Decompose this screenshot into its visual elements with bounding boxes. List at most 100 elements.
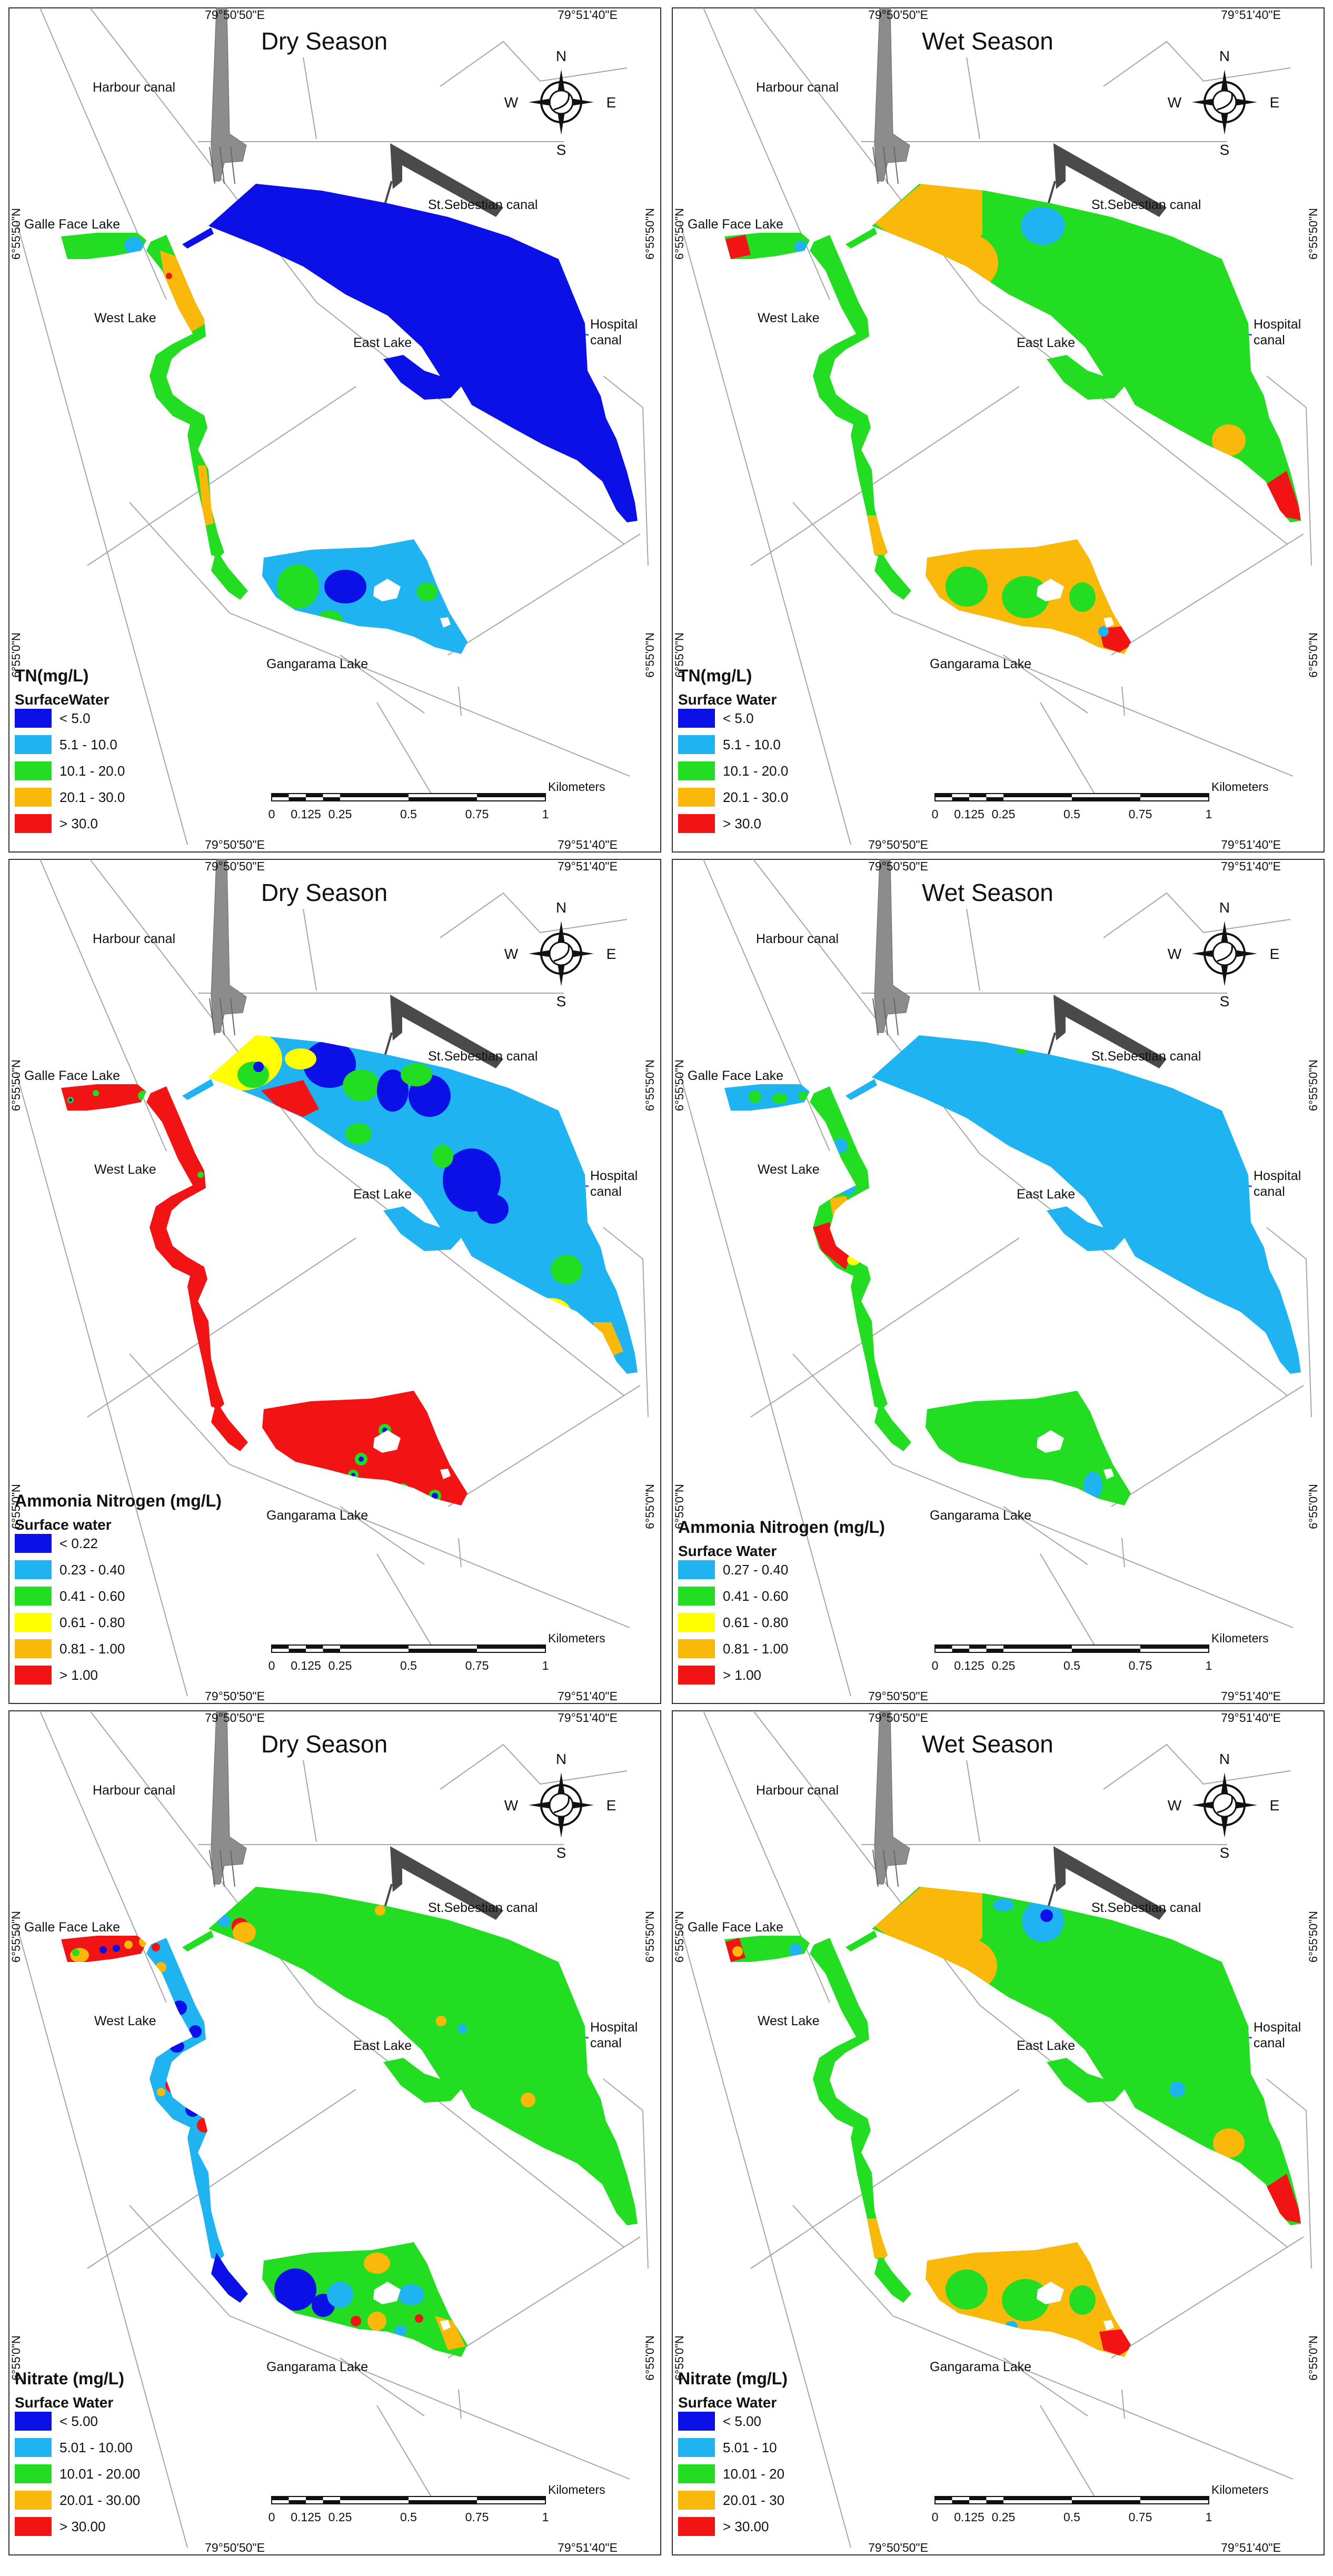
legend-subtitle: Surface water bbox=[15, 1517, 112, 1533]
lake-zone-gf bbox=[724, 1936, 810, 1962]
lake-zone-el bbox=[208, 1035, 638, 1374]
island bbox=[373, 1430, 401, 1453]
compass-e: E bbox=[606, 1797, 616, 1814]
concentration-spot bbox=[93, 1090, 99, 1096]
st-sebastian-canal-shape bbox=[390, 143, 503, 217]
scale-tick-label: 1 bbox=[1206, 807, 1212, 821]
legend-label: 20.01 - 30.00 bbox=[59, 2492, 140, 2508]
west-lake-label: West Lake bbox=[94, 311, 156, 325]
harbour-canal-shape bbox=[211, 1710, 247, 1885]
lake-zone-gl bbox=[926, 1391, 1131, 1505]
lake-zone-gl bbox=[262, 539, 467, 654]
latitude-label-left-bottom: 6°55'0"N bbox=[9, 1484, 23, 1529]
road-line bbox=[376, 1553, 435, 1652]
road-network bbox=[16, 7, 649, 845]
concentration-spot bbox=[1212, 424, 1246, 456]
road-line bbox=[129, 502, 230, 613]
latitude-label-right-bottom: 6°55'0"N bbox=[643, 2335, 656, 2381]
legend-label: 0.41 - 0.60 bbox=[59, 1588, 125, 1604]
season-title: Wet Season bbox=[922, 879, 1053, 906]
compass-w: W bbox=[1168, 94, 1182, 111]
road-line bbox=[1040, 1553, 1099, 1652]
legend-title: Nitrate (mg/L) bbox=[15, 2369, 124, 2388]
harbour-canal-shape bbox=[874, 859, 910, 1033]
latitude-label-right-top: 6°55'50"N bbox=[643, 208, 656, 260]
map-svg: Wet Season Harbour canal St.Sebestian cana… bbox=[672, 859, 1325, 1704]
gangarama-lake-label: Gangarama Lake bbox=[266, 1508, 368, 1523]
road-line bbox=[892, 1464, 1294, 1628]
scale-bar bbox=[934, 2496, 1209, 2504]
scale-tick-label: 0.75 bbox=[465, 1659, 489, 1672]
compass-n: N bbox=[556, 1751, 566, 1767]
road-line bbox=[1003, 655, 1088, 714]
season-title: Wet Season bbox=[922, 1730, 1053, 1758]
longitude-label-top-left: 79°50'50"E bbox=[868, 1711, 928, 1725]
road-line bbox=[447, 533, 641, 656]
concentration-spot bbox=[233, 1922, 256, 1943]
latitude-label-right-top: 6°55'50"N bbox=[1307, 1059, 1320, 1111]
scale-tick-label: 0.25 bbox=[992, 807, 1016, 821]
legend-subtitle: Surface Water bbox=[678, 1543, 777, 1559]
map-panel: Dry Season Harbour canal St.Sebestian cana… bbox=[8, 859, 661, 1704]
concentration-spot bbox=[521, 2093, 535, 2107]
road-line bbox=[1003, 2357, 1088, 2416]
harbour-canal-outlet bbox=[872, 146, 899, 184]
st-sebastian-canal-label: St.Sebestian canal bbox=[428, 1049, 538, 1064]
road-line bbox=[39, 1710, 167, 2003]
longitude-label-bottom-left: 79°50'50"E bbox=[205, 838, 265, 851]
legend-label: > 30.0 bbox=[723, 816, 761, 831]
legend-swatch bbox=[15, 2438, 52, 2457]
legend-title: TN(mg/L) bbox=[15, 666, 88, 685]
road-line bbox=[447, 1385, 641, 1507]
concentration-spot bbox=[1002, 576, 1049, 618]
harbour-canal-label: Harbour canal bbox=[756, 80, 839, 95]
concentration-spot bbox=[477, 1194, 509, 1224]
road-line bbox=[16, 1072, 188, 1697]
compass-e: E bbox=[1270, 1797, 1280, 1814]
concentration-spot bbox=[813, 1222, 851, 1270]
latitude-label-right-bottom: 6°55'0"N bbox=[1307, 632, 1320, 678]
road-line bbox=[703, 7, 830, 300]
legend-swatch bbox=[15, 1587, 52, 1606]
island bbox=[373, 2282, 401, 2304]
gangarama-lake-label: Gangarama Lake bbox=[266, 2360, 368, 2374]
concentration-spot bbox=[351, 2316, 361, 2326]
scale-unit-label: Kilometers bbox=[548, 1631, 605, 1645]
road-line bbox=[1111, 1385, 1304, 1507]
concentration-spot bbox=[993, 1899, 1014, 1911]
road-line bbox=[1111, 2236, 1304, 2359]
concentration-spot bbox=[197, 1172, 204, 1178]
lake-zone-gl bbox=[262, 2242, 467, 2357]
road-line bbox=[458, 1538, 462, 1568]
legend-swatch bbox=[15, 735, 52, 754]
harbour-canal-label: Harbour canal bbox=[93, 1783, 175, 1798]
map-svg: Wet Season Harbour canal St.Sebestian cana… bbox=[672, 1710, 1325, 2555]
lake-zone-sc bbox=[211, 550, 248, 600]
concentration-spot bbox=[138, 1091, 146, 1101]
scale-tick-label: 0.125 bbox=[954, 807, 984, 821]
east-lake-label: East Lake bbox=[1017, 1187, 1075, 1202]
scale-unit-label: Kilometers bbox=[548, 2483, 605, 2496]
road-line bbox=[39, 7, 167, 300]
scale-tick-label: 0.125 bbox=[954, 1659, 984, 1672]
island bbox=[373, 579, 401, 601]
concentration-spot bbox=[157, 2088, 165, 2096]
compass-n: N bbox=[1219, 1751, 1230, 1767]
legend-label: > 30.00 bbox=[59, 2519, 105, 2534]
compass-e: E bbox=[606, 94, 616, 111]
road-line bbox=[447, 2236, 641, 2359]
scale-tick-label: 1 bbox=[542, 2510, 549, 2524]
concentration-spot bbox=[416, 582, 437, 601]
scale-tick-label: 0 bbox=[932, 807, 939, 821]
road-line bbox=[303, 57, 317, 140]
road-line bbox=[87, 2089, 356, 2269]
concentration-spot bbox=[375, 1905, 385, 1916]
connector-canal bbox=[845, 1930, 877, 1951]
road-line bbox=[376, 702, 435, 800]
longitude-label-top-left: 79°50'50"E bbox=[868, 8, 928, 22]
compass-s: S bbox=[1220, 993, 1230, 1009]
legend-swatch bbox=[678, 2517, 715, 2536]
latitude-label-right-top: 6°55'50"N bbox=[1307, 1911, 1320, 1963]
scale-unit-label: Kilometers bbox=[548, 780, 605, 794]
scale-tick-label: 0 bbox=[268, 2510, 275, 2524]
